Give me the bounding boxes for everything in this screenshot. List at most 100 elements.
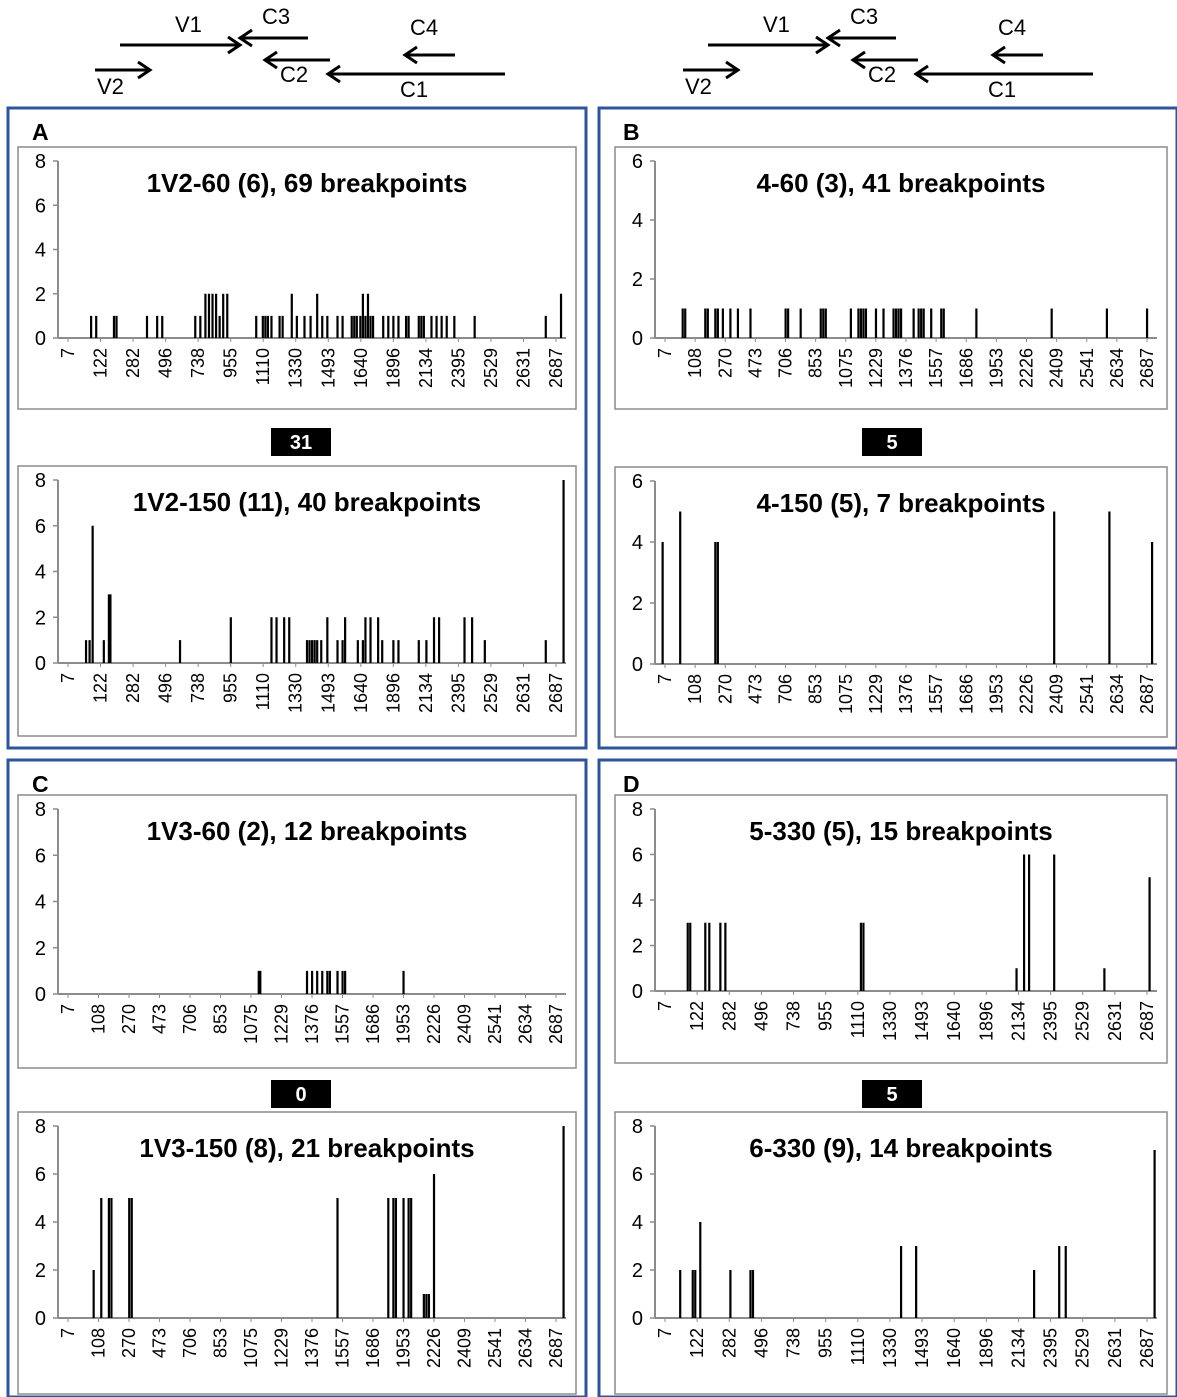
x-tick-label: 7 [58, 673, 78, 683]
x-tick-label: 7 [655, 674, 675, 684]
x-tick-label: 2395 [1041, 1001, 1061, 1041]
bar [109, 594, 112, 663]
x-tick-label: 2634 [516, 1004, 536, 1044]
bar [892, 308, 895, 338]
bar [704, 922, 707, 991]
bar [859, 922, 863, 991]
bar [336, 1198, 339, 1318]
bar [922, 308, 925, 338]
bar [1064, 1246, 1067, 1318]
bar [471, 617, 474, 663]
bar [321, 315, 324, 338]
bar [377, 617, 380, 663]
x-tick-label: 853 [806, 674, 826, 704]
chart-title: 1V3-60 (2), 12 breakpoints [147, 816, 468, 846]
chart-title: 1V2-60 (6), 69 breakpoints [147, 168, 468, 198]
bar [420, 315, 423, 338]
x-tick-label: 108 [685, 348, 705, 378]
bar [336, 640, 339, 663]
bar [1145, 308, 1149, 338]
bar [110, 1198, 113, 1318]
bar [107, 1198, 110, 1318]
x-tick-label: 1686 [363, 1004, 383, 1044]
bar [266, 315, 270, 338]
primer-c2-arrow-head [850, 50, 866, 70]
bar [749, 1270, 752, 1318]
bar [364, 315, 367, 338]
bar [942, 308, 945, 338]
x-tick-label: 2395 [448, 673, 468, 713]
bar [1148, 877, 1151, 991]
x-tick-label: 270 [119, 1328, 139, 1358]
chart-frame [614, 146, 1168, 410]
primer-c1-arrow-head [913, 64, 929, 84]
bar [308, 640, 311, 663]
bar [716, 542, 719, 664]
x-tick-label: 2541 [1077, 348, 1097, 388]
x-tick-label: 2226 [424, 1328, 444, 1368]
bar [350, 315, 353, 338]
x-tick-label: 2687 [1137, 674, 1157, 714]
bar [336, 970, 339, 994]
x-tick-label: 282 [719, 1001, 739, 1031]
x-tick-label: 2541 [485, 1328, 505, 1368]
x-tick-label: 1896 [976, 1328, 996, 1368]
x-tick-label: 7 [58, 1004, 78, 1014]
bar [382, 315, 385, 338]
y-tick-label: 8 [632, 799, 643, 821]
x-tick-label: 706 [180, 1004, 200, 1034]
bar [787, 308, 790, 338]
bar [562, 1126, 565, 1318]
bar [278, 315, 281, 338]
bar [729, 308, 732, 338]
bar [199, 315, 202, 338]
bar [1033, 1270, 1036, 1318]
x-tick-label: 1557 [926, 674, 946, 714]
bar [222, 293, 225, 338]
bar [714, 308, 717, 338]
bar [473, 315, 476, 338]
bar [115, 315, 118, 338]
x-tick-label: 473 [745, 348, 765, 378]
bar [544, 640, 547, 663]
x-tick-label: 2687 [546, 348, 566, 388]
x-tick-label: 2409 [455, 1328, 475, 1368]
bar [270, 617, 273, 663]
bar [326, 970, 329, 994]
bar [784, 308, 787, 338]
x-tick-label: 2687 [546, 1328, 566, 1368]
bar [751, 1270, 755, 1318]
bar [736, 308, 740, 338]
bar [975, 308, 978, 338]
x-tick-label: 2529 [481, 673, 501, 713]
primer-c4-label: C4 [410, 15, 438, 40]
x-tick-label: 2529 [481, 348, 501, 388]
bar [161, 315, 164, 338]
shared-count-text: 31 [290, 432, 312, 454]
bar [435, 315, 438, 338]
bar [226, 293, 229, 338]
y-tick-label: 6 [632, 151, 643, 173]
bar [1150, 542, 1154, 664]
bar [321, 970, 324, 994]
bar [417, 315, 420, 338]
y-tick-label: 2 [632, 269, 643, 291]
x-tick-label: 282 [123, 348, 143, 378]
x-tick-label: 955 [221, 348, 241, 378]
x-tick-label: 1686 [956, 348, 976, 388]
y-tick-label: 6 [35, 195, 46, 217]
x-tick-label: 738 [784, 1001, 804, 1031]
bar [257, 970, 260, 994]
bar [326, 617, 329, 663]
x-tick-label: 2226 [1017, 674, 1037, 714]
x-tick-label: 2631 [513, 673, 533, 713]
chart: 0 2 4 6 7 108 270 473 706 853 1075 1229 1376 1557 1686… [614, 466, 1168, 738]
bar [1053, 511, 1056, 664]
chart-frame [614, 466, 1168, 738]
bar [361, 640, 364, 663]
bar [544, 315, 547, 338]
x-tick-label: 2687 [1137, 1328, 1157, 1368]
x-tick-label: 2226 [1017, 348, 1037, 388]
y-tick-label: 4 [35, 562, 46, 584]
shared-count-badge [271, 1080, 331, 1108]
